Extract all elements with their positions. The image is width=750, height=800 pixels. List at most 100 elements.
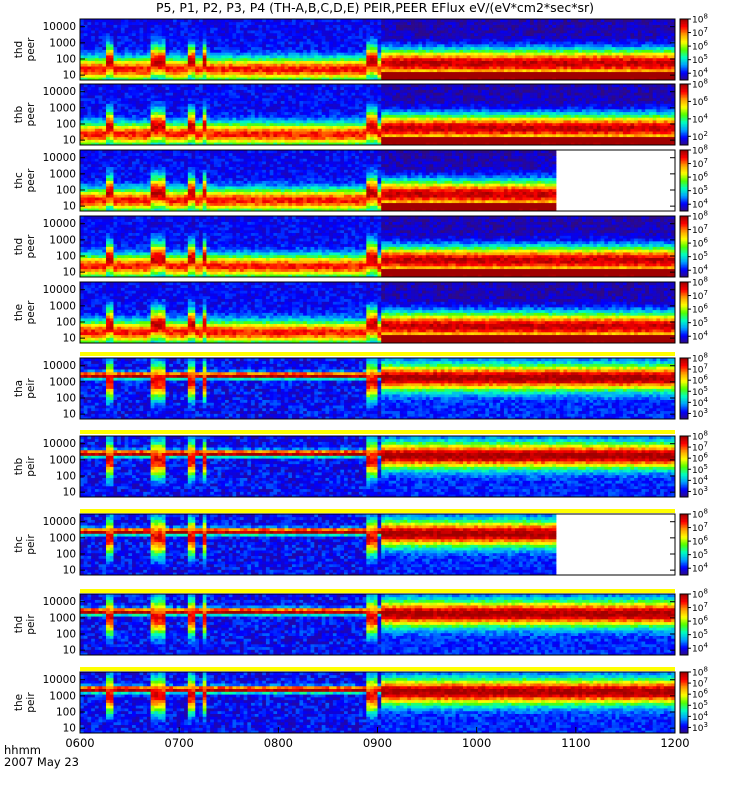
heatmap-cell	[422, 66, 427, 70]
heatmap-cell	[210, 120, 215, 124]
heatmap-cell	[269, 77, 274, 81]
heatmap-cell	[314, 43, 319, 48]
heatmap-cell	[221, 19, 226, 23]
heatmap-cell	[165, 71, 170, 75]
heatmap-cell	[187, 114, 192, 118]
heatmap-cell	[500, 66, 505, 70]
heatmap-cell	[280, 27, 285, 31]
heatmap-cell	[232, 19, 237, 23]
heatmap-cell	[567, 41, 572, 45]
heatmap-cell	[210, 111, 215, 115]
heatmap-cell	[567, 35, 572, 39]
heatmap-cell	[176, 133, 181, 138]
heatmap-cell	[596, 77, 602, 81]
heatmap-cell	[94, 139, 99, 143]
heatmap-cell	[251, 32, 256, 37]
heatmap-cell	[165, 74, 170, 78]
heatmap-cell	[306, 77, 311, 81]
heatmap-cell	[247, 32, 252, 37]
heatmap-cell	[87, 120, 92, 124]
heatmap-cell	[165, 49, 170, 53]
heatmap-cell	[388, 32, 393, 37]
heatmap-cell	[373, 41, 378, 45]
heatmap-cell	[626, 21, 631, 25]
heatmap-cell	[396, 43, 401, 48]
heatmap-cell	[158, 27, 163, 31]
heatmap-cell	[548, 41, 553, 45]
heatmap-cell	[158, 125, 163, 129]
heatmap-cell	[210, 131, 215, 135]
heatmap-cell	[299, 46, 304, 50]
heatmap-cell	[295, 131, 300, 135]
heatmap-cell	[139, 19, 144, 23]
heatmap-cell	[314, 49, 319, 53]
heatmap-cell	[537, 63, 542, 67]
heatmap-cell	[161, 66, 166, 70]
heatmap-cell	[199, 114, 204, 118]
heatmap-cell	[663, 74, 668, 78]
heatmap-cell	[570, 74, 575, 78]
heatmap-cell	[619, 41, 624, 45]
heatmap-cell	[239, 111, 245, 115]
heatmap-cell	[463, 35, 468, 39]
panel-gap-bar	[80, 430, 675, 434]
heatmap-cell	[433, 52, 438, 56]
heatmap-cell	[280, 142, 285, 146]
heatmap-cell	[336, 41, 341, 45]
heatmap-cell	[455, 30, 460, 34]
heatmap-cell	[433, 19, 438, 23]
heatmap-cell	[459, 55, 464, 59]
heatmap-cell	[109, 24, 114, 28]
colorbar-segment	[680, 31, 688, 34]
heatmap-cell	[370, 66, 375, 70]
heatmap-cell	[106, 32, 111, 37]
heatmap-cell	[384, 55, 390, 59]
heatmap-cell	[199, 139, 204, 143]
heatmap-cell	[608, 30, 613, 34]
heatmap-cell	[258, 71, 263, 75]
heatmap-cell	[518, 60, 523, 64]
heatmap-cell	[165, 55, 170, 59]
heatmap-cell	[217, 139, 222, 143]
heatmap-cell	[500, 38, 505, 42]
heatmap-cell	[258, 63, 263, 67]
heatmap-cell	[314, 38, 319, 42]
heatmap-cell	[154, 35, 159, 39]
heatmap-cell	[217, 32, 222, 37]
heatmap-cell	[671, 52, 676, 56]
heatmap-cell	[634, 68, 639, 73]
heatmap-cell	[128, 120, 133, 124]
heatmap-cell	[608, 49, 613, 53]
heatmap-cell	[299, 77, 304, 81]
heatmap-cell	[251, 74, 256, 78]
heatmap-cell	[94, 122, 99, 126]
heatmap-cell	[277, 38, 282, 42]
heatmap-cell	[158, 77, 163, 81]
heatmap-cell	[556, 66, 561, 70]
heatmap-cell	[80, 133, 85, 138]
heatmap-cell	[191, 41, 196, 45]
heatmap-cell	[522, 63, 527, 67]
heatmap-cell	[247, 122, 252, 126]
heatmap-cell	[124, 89, 129, 93]
heatmap-cell	[191, 120, 196, 124]
heatmap-cell	[158, 86, 163, 90]
heatmap-cell	[656, 52, 661, 56]
heatmap-cell	[410, 21, 416, 25]
heatmap-cell	[109, 77, 114, 81]
heatmap-cell	[392, 74, 397, 78]
heatmap-cell	[325, 77, 330, 81]
heatmap-cell	[496, 27, 501, 31]
heatmap-cell	[544, 32, 549, 37]
heatmap-cell	[552, 71, 557, 75]
heatmap-cell	[269, 27, 274, 31]
heatmap-cell	[206, 55, 211, 59]
heatmap-cell	[161, 46, 166, 50]
heatmap-cell	[485, 52, 490, 56]
heatmap-cell	[366, 24, 371, 28]
heatmap-cell	[303, 133, 308, 138]
heatmap-cell	[135, 41, 140, 45]
heatmap-cell	[273, 95, 278, 99]
heatmap-cell	[470, 41, 475, 45]
heatmap-cell	[87, 27, 92, 31]
